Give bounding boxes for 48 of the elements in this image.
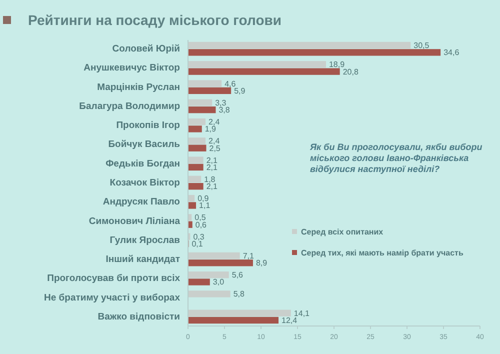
y-tick-label: Марцінків Руслан xyxy=(97,82,180,93)
data-label: 2,1 xyxy=(206,156,218,165)
data-label: 5,8 xyxy=(233,290,246,299)
data-label: 3,3 xyxy=(215,98,227,108)
data-label: 1,1 xyxy=(199,201,211,210)
data-label: 2,4 xyxy=(208,118,220,127)
y-tick-label: Важко відповісти xyxy=(98,311,180,322)
y-tick-label: Федьків Богдан xyxy=(106,158,180,170)
data-label: 2,1 xyxy=(206,182,218,192)
data-label: 0,1 xyxy=(192,239,204,248)
data-label: 8,9 xyxy=(256,258,268,268)
data-label: 3,8 xyxy=(218,106,230,115)
data-label: 1,8 xyxy=(204,174,216,184)
annotation: Як би Ви проголосували, якби вибори міського голови Івано-Франківська відбулися наступної неділі? xyxy=(309,142,483,174)
y-tick-label: Інший кандидат xyxy=(106,254,180,266)
y-tick-label: Бойчук Василь xyxy=(108,139,180,150)
y-tick-label: Не братиму участі у виборах xyxy=(44,292,181,304)
data-label: 12,4 xyxy=(282,316,298,325)
data-label: 2,5 xyxy=(209,144,221,153)
data-label: 14,1 xyxy=(294,308,310,318)
data-label: 20,8 xyxy=(342,67,359,76)
data-label: 2,1 xyxy=(206,162,218,172)
legend-label: Серед всіх опитаних xyxy=(301,228,384,236)
y-tick-label: Симонович Ліліана xyxy=(88,216,181,227)
data-label: 2,4 xyxy=(208,136,220,146)
chart-title: Рейтинги на посаду міського голови xyxy=(28,12,282,28)
data-label: 30,5 xyxy=(414,41,430,50)
y-tick-label: Козачок Віктор xyxy=(110,178,180,188)
data-label: 5,6 xyxy=(232,270,244,280)
y-tick-label: Анушкевичус Віктор xyxy=(84,62,180,74)
y-tick-label: Андрусяк Павло xyxy=(102,196,180,208)
data-label: 34,6 xyxy=(444,48,460,58)
data-label: 18,9 xyxy=(328,60,346,70)
data-label: 1,9 xyxy=(204,124,217,134)
data-label: 0,9 xyxy=(198,194,210,204)
y-tick-label: Балагура Володимир xyxy=(79,100,180,112)
data-label: 4,6 xyxy=(224,79,236,88)
legend-label: Серед тих, які мають намір брати участь xyxy=(301,248,464,258)
y-tick-label: Гулик Ярослав xyxy=(110,234,180,246)
data-label: 3,0 xyxy=(212,278,225,287)
y-tick-label: Прокопів Ігор xyxy=(116,120,180,132)
data-label: 0,5 xyxy=(194,213,206,222)
data-label: 0,6 xyxy=(195,220,208,230)
data-label: 5,9 xyxy=(234,86,246,96)
data-label: 7,1 xyxy=(242,251,254,260)
data-label: 0,3 xyxy=(193,232,205,242)
y-tick-label: Соловей Юрій xyxy=(112,44,180,55)
y-tick-label: Проголосував би проти всіх xyxy=(47,273,181,284)
